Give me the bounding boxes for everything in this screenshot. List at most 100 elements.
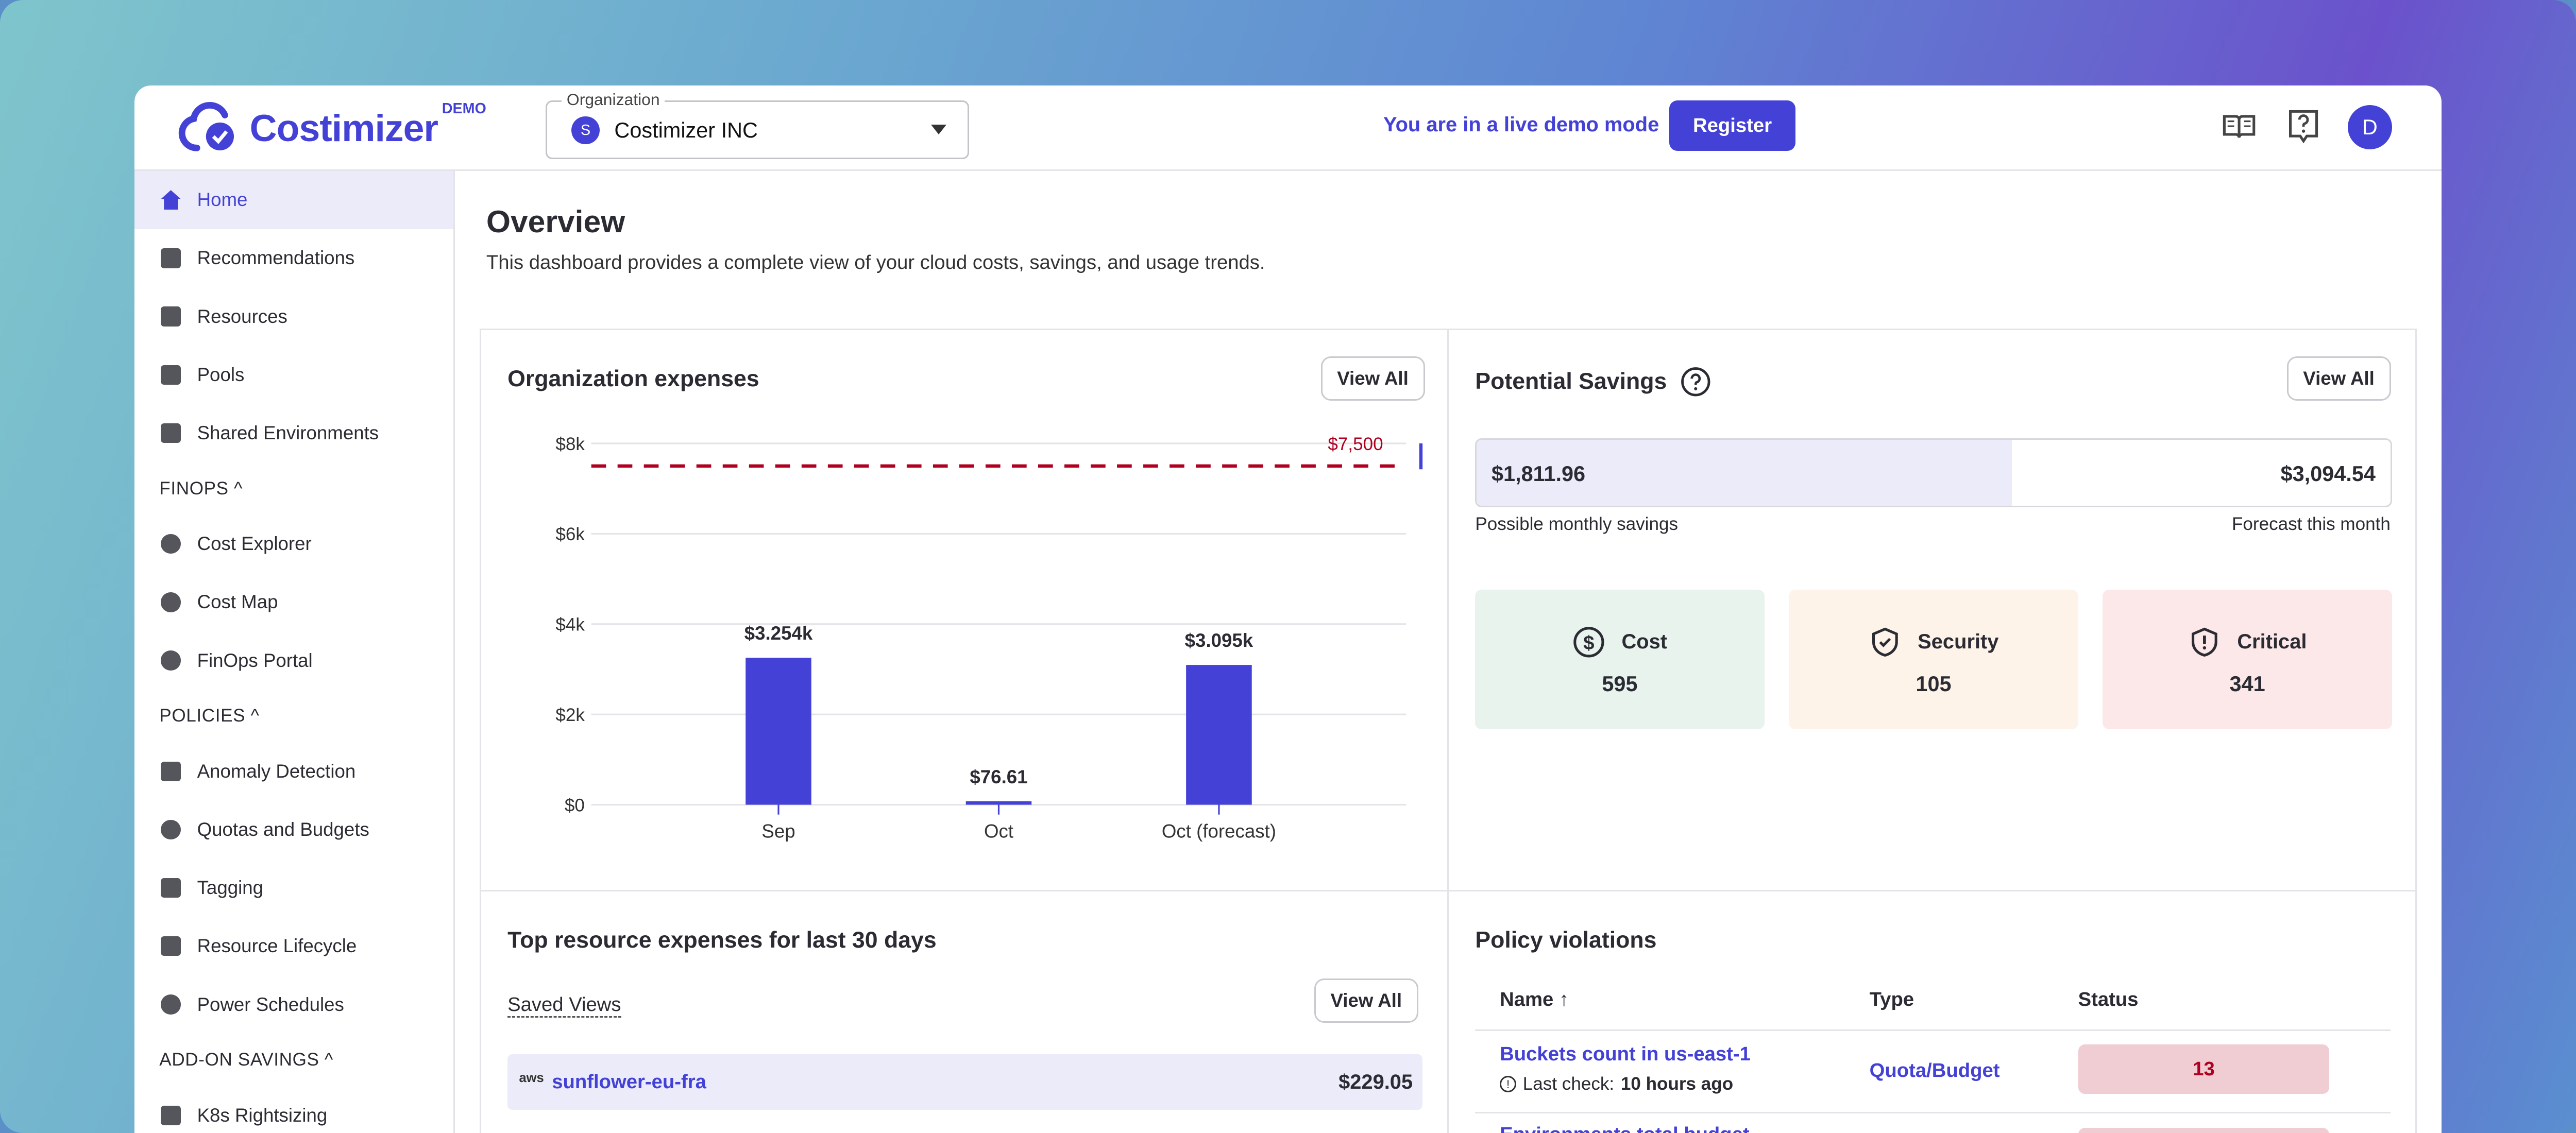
savings-progress-bar: $1,811.96 $3,094.54 (1475, 438, 2392, 508)
sidebar-item-recommendations[interactable]: Recommendations (134, 229, 453, 287)
sidebar-item-label: Anomaly Detection (197, 760, 356, 782)
policy-violations-panel: Policy violations Name ↑ Type Status Buc… (1447, 890, 2417, 1133)
organization-expenses-panel: Organization expenses View All $0 $2k $4k $… (480, 328, 1449, 892)
organization-select[interactable]: Organization S Costimizer INC (545, 90, 970, 160)
sidebar-item-label: Home (197, 189, 248, 211)
compass-icon (161, 534, 181, 554)
sidebar-item-tagging[interactable]: Tagging (134, 859, 453, 917)
checklist-icon (161, 936, 181, 956)
panel-title: Top resource expenses for last 30 days (507, 928, 937, 953)
demo-badge: DEMO (442, 100, 486, 117)
section-finops[interactable]: FINOPS ^ (159, 478, 243, 499)
tile-count: 341 (2229, 671, 2265, 696)
org-avatar: S (571, 116, 600, 145)
sidebar-item-label: Recommendations (197, 247, 355, 269)
savings-progress-fill (1477, 440, 2012, 506)
policy-name-link[interactable]: Buckets count in us-east-1 (1500, 1042, 1751, 1065)
register-button[interactable]: Register (1669, 100, 1796, 151)
savings-view-all-button[interactable]: View All (2286, 356, 2391, 401)
thumb-up-icon (161, 248, 181, 268)
shield-check-icon (1872, 627, 1898, 657)
sidebar-item-quotas-and-budgets[interactable]: Quotas and Budgets (134, 800, 453, 859)
info-icon: ! (1500, 1076, 1517, 1093)
sidebar-item-cost-map[interactable]: Cost Map (134, 573, 453, 631)
aws-icon: aws (519, 1070, 544, 1085)
sidebar-item-label: Resources (197, 305, 287, 327)
table-row[interactable]: aws sunflower-eu-fra $229.05 (507, 1054, 1423, 1110)
security-tile[interactable]: Security 105 (1789, 589, 2078, 729)
arrow-up-icon: ↑ (1558, 988, 1569, 1011)
bar (965, 801, 1032, 805)
resource-link[interactable]: sunflower-eu-fra (552, 1070, 706, 1093)
bar-chart-icon (161, 306, 181, 327)
user-avatar[interactable]: D (2347, 105, 2392, 150)
chevron-down-icon (930, 125, 946, 135)
logo[interactable]: Costimizer DEMO (177, 100, 486, 154)
folder-icon (161, 423, 181, 443)
demo-mode-text: You are in a live demo mode (1383, 113, 1659, 136)
sidebar-item-label: Cost Map (197, 591, 278, 613)
help-circle-icon[interactable] (1680, 366, 1711, 398)
last-check-value: 10 hours ago (1620, 1074, 1734, 1094)
dollar-icon (161, 650, 181, 671)
clock-icon (161, 994, 181, 1015)
sidebar-item-resources[interactable]: Resources (134, 287, 453, 346)
saved-views-link[interactable]: Saved Views (507, 993, 621, 1018)
potential-savings-panel: Potential Savings View All $1,811.96 $3,… (1447, 328, 2417, 892)
bar (745, 657, 811, 805)
sidebar-item-label: Resource Lifecycle (197, 935, 357, 957)
column-status[interactable]: Status (2078, 988, 2139, 1011)
dollar-circle-icon: $ (1573, 626, 1604, 658)
expenses-view-all-button[interactable]: View All (1320, 356, 1425, 401)
sidebar-item-label: K8s Rightsizing (197, 1104, 328, 1126)
sidebar-item-label: Pools (197, 364, 245, 385)
main-content: Overview This dashboard provides a compl… (455, 171, 2441, 1133)
policy-type-link[interactable]: Quota/Budget (1869, 1059, 2000, 1082)
sidebar-item-k8s-rightsizing[interactable]: K8s Rightsizing (134, 1086, 453, 1133)
sidebar-item-resource-lifecycle[interactable]: Resource Lifecycle (134, 917, 453, 975)
sidebar-item-label: Quotas and Budgets (197, 818, 369, 840)
section-addon-savings[interactable]: ADD-ON SAVINGS ^ (159, 1050, 334, 1070)
sidebar-item-anomaly-detection[interactable]: Anomaly Detection (134, 742, 453, 800)
divider (1475, 1111, 2391, 1113)
top-resources-panel: Top resource expenses for last 30 days S… (480, 890, 1449, 1133)
y-tick-label: $8k (555, 434, 585, 454)
tile-count: 105 (1916, 671, 1952, 696)
section-policies[interactable]: POLICIES ^ (159, 706, 260, 726)
book-icon[interactable] (2221, 108, 2257, 144)
sidebar-item-pools[interactable]: Pools (134, 346, 453, 404)
critical-tile[interactable]: Critical 341 (2103, 589, 2392, 729)
tile-label: Critical (2237, 630, 2307, 654)
chart-icon (161, 761, 181, 781)
panel-title: Organization expenses (507, 366, 759, 391)
page-title: Overview (486, 204, 625, 239)
help-icon[interactable] (2285, 108, 2321, 144)
organization-value: Costimizer INC (614, 118, 758, 143)
status-badge (2078, 1128, 2330, 1133)
coins-icon (161, 819, 181, 840)
column-name[interactable]: Name ↑ (1500, 988, 1569, 1011)
policy-name-link[interactable]: Environments total budget (1500, 1123, 1750, 1133)
cost-tile[interactable]: $ Cost 595 (1475, 589, 1765, 729)
sidebar-item-finops-portal[interactable]: FinOps Portal (134, 631, 453, 690)
table-row-clipped: Environments total budget (1449, 1123, 2415, 1133)
divider (1475, 1029, 2391, 1031)
column-type[interactable]: Type (1869, 988, 1914, 1011)
sidebar-item-home[interactable]: Home (134, 170, 454, 229)
possible-savings-label: Possible monthly savings (1475, 513, 1678, 534)
svg-text:$: $ (1583, 632, 1594, 654)
sidebar-item-cost-explorer[interactable]: Cost Explorer (134, 515, 453, 573)
tile-count: 595 (1602, 671, 1638, 696)
x-tick-label: Oct (984, 820, 1013, 842)
sidebar-item-power-schedules[interactable]: Power Schedules (134, 975, 453, 1034)
sidebar-item-shared-environments[interactable]: Shared Environments (134, 404, 453, 462)
hash-icon (161, 878, 181, 898)
expenses-bar-chart: $0 $2k $4k $6k $8k $7,500 $3.254k Sep $76.61 Oct $… (555, 434, 1423, 842)
shield-alert-icon (2191, 627, 2217, 657)
globe-icon (161, 592, 181, 612)
data-label: $3.095k (1185, 630, 1253, 651)
resources-view-all-button[interactable]: View All (1314, 978, 1418, 1023)
x-tick-label: Sep (761, 820, 795, 842)
page-description: This dashboard provides a complete view … (486, 251, 1265, 273)
